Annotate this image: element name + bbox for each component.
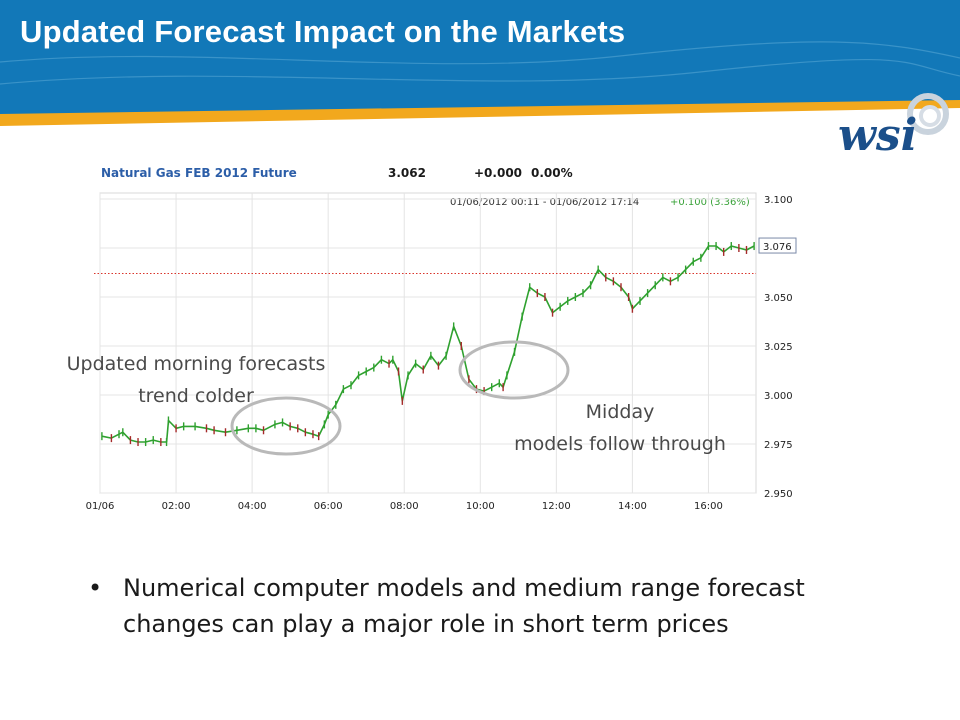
price-change: +0.000: [474, 166, 522, 180]
annotation-midday-line-2: models follow through: [514, 433, 726, 455]
banner-accent-stripe: [0, 98, 960, 126]
x-tick-label: 02:00: [162, 501, 191, 512]
highlight-ellipse-midday: [458, 340, 570, 400]
bullet-symbol: •: [88, 574, 103, 602]
title-banner: [0, 0, 960, 126]
annotation-midday: Midday models follow through: [490, 396, 750, 460]
x-tick-label: 08:00: [390, 501, 419, 512]
logo-text: wsi: [838, 110, 917, 161]
logo-swirl: [907, 93, 949, 135]
x-tick-label: 12:00: [542, 501, 571, 512]
range-change: +0.100 (3.36%): [670, 197, 750, 208]
natural-gas-chart: Natural Gas FEB 2012 Future 3.062 +0.000…: [84, 156, 810, 518]
current-price-marker: 3.076: [763, 242, 792, 253]
bullet-text: Numerical computer models and medium ran…: [123, 574, 805, 638]
slide-title: Updated Forecast Impact on the Markets: [20, 14, 626, 49]
x-tick-label: 04:00: [238, 501, 267, 512]
logo-swirl-inner: [919, 105, 941, 127]
y-tick-label: 3.100: [764, 195, 793, 206]
x-tick-label: 16:00: [694, 501, 723, 512]
current-price-box: [758, 237, 797, 254]
annotation-morning: Updated morning forecasts trend colder: [46, 348, 346, 412]
price-change-percent: 0.00%: [531, 166, 573, 180]
last-price: 3.062: [388, 166, 426, 180]
highlight-ellipse-morning: [230, 396, 342, 456]
annotation-morning-line-1: Updated morning forecasts: [66, 353, 326, 375]
chart-background: [84, 156, 810, 518]
y-tick-label: 3.025: [764, 342, 793, 353]
banner-swoosh-line: [0, 58, 960, 85]
chart-title: Natural Gas FEB 2012 Future: [101, 166, 297, 180]
y-tick-label: 3.000: [764, 391, 793, 402]
banner-background: [0, 0, 960, 114]
y-tick-label: 3.050: [764, 293, 793, 304]
y-tick-label: 2.975: [764, 440, 793, 451]
x-tick-label: 10:00: [466, 501, 495, 512]
banner-swoosh-line: [0, 41, 960, 65]
x-tick-label: 01/06: [86, 501, 115, 512]
x-tick-label: 06:00: [314, 501, 343, 512]
x-tick-label: 14:00: [618, 501, 647, 512]
wsi-logo: wsi: [838, 93, 949, 161]
annotation-midday-line-1: Midday: [585, 401, 655, 423]
annotation-morning-line-2: trend colder: [138, 385, 254, 407]
range-label: 01/06/2012 00:11 - 01/06/2012 17:14: [450, 197, 639, 208]
y-tick-label: 2.950: [764, 489, 793, 500]
